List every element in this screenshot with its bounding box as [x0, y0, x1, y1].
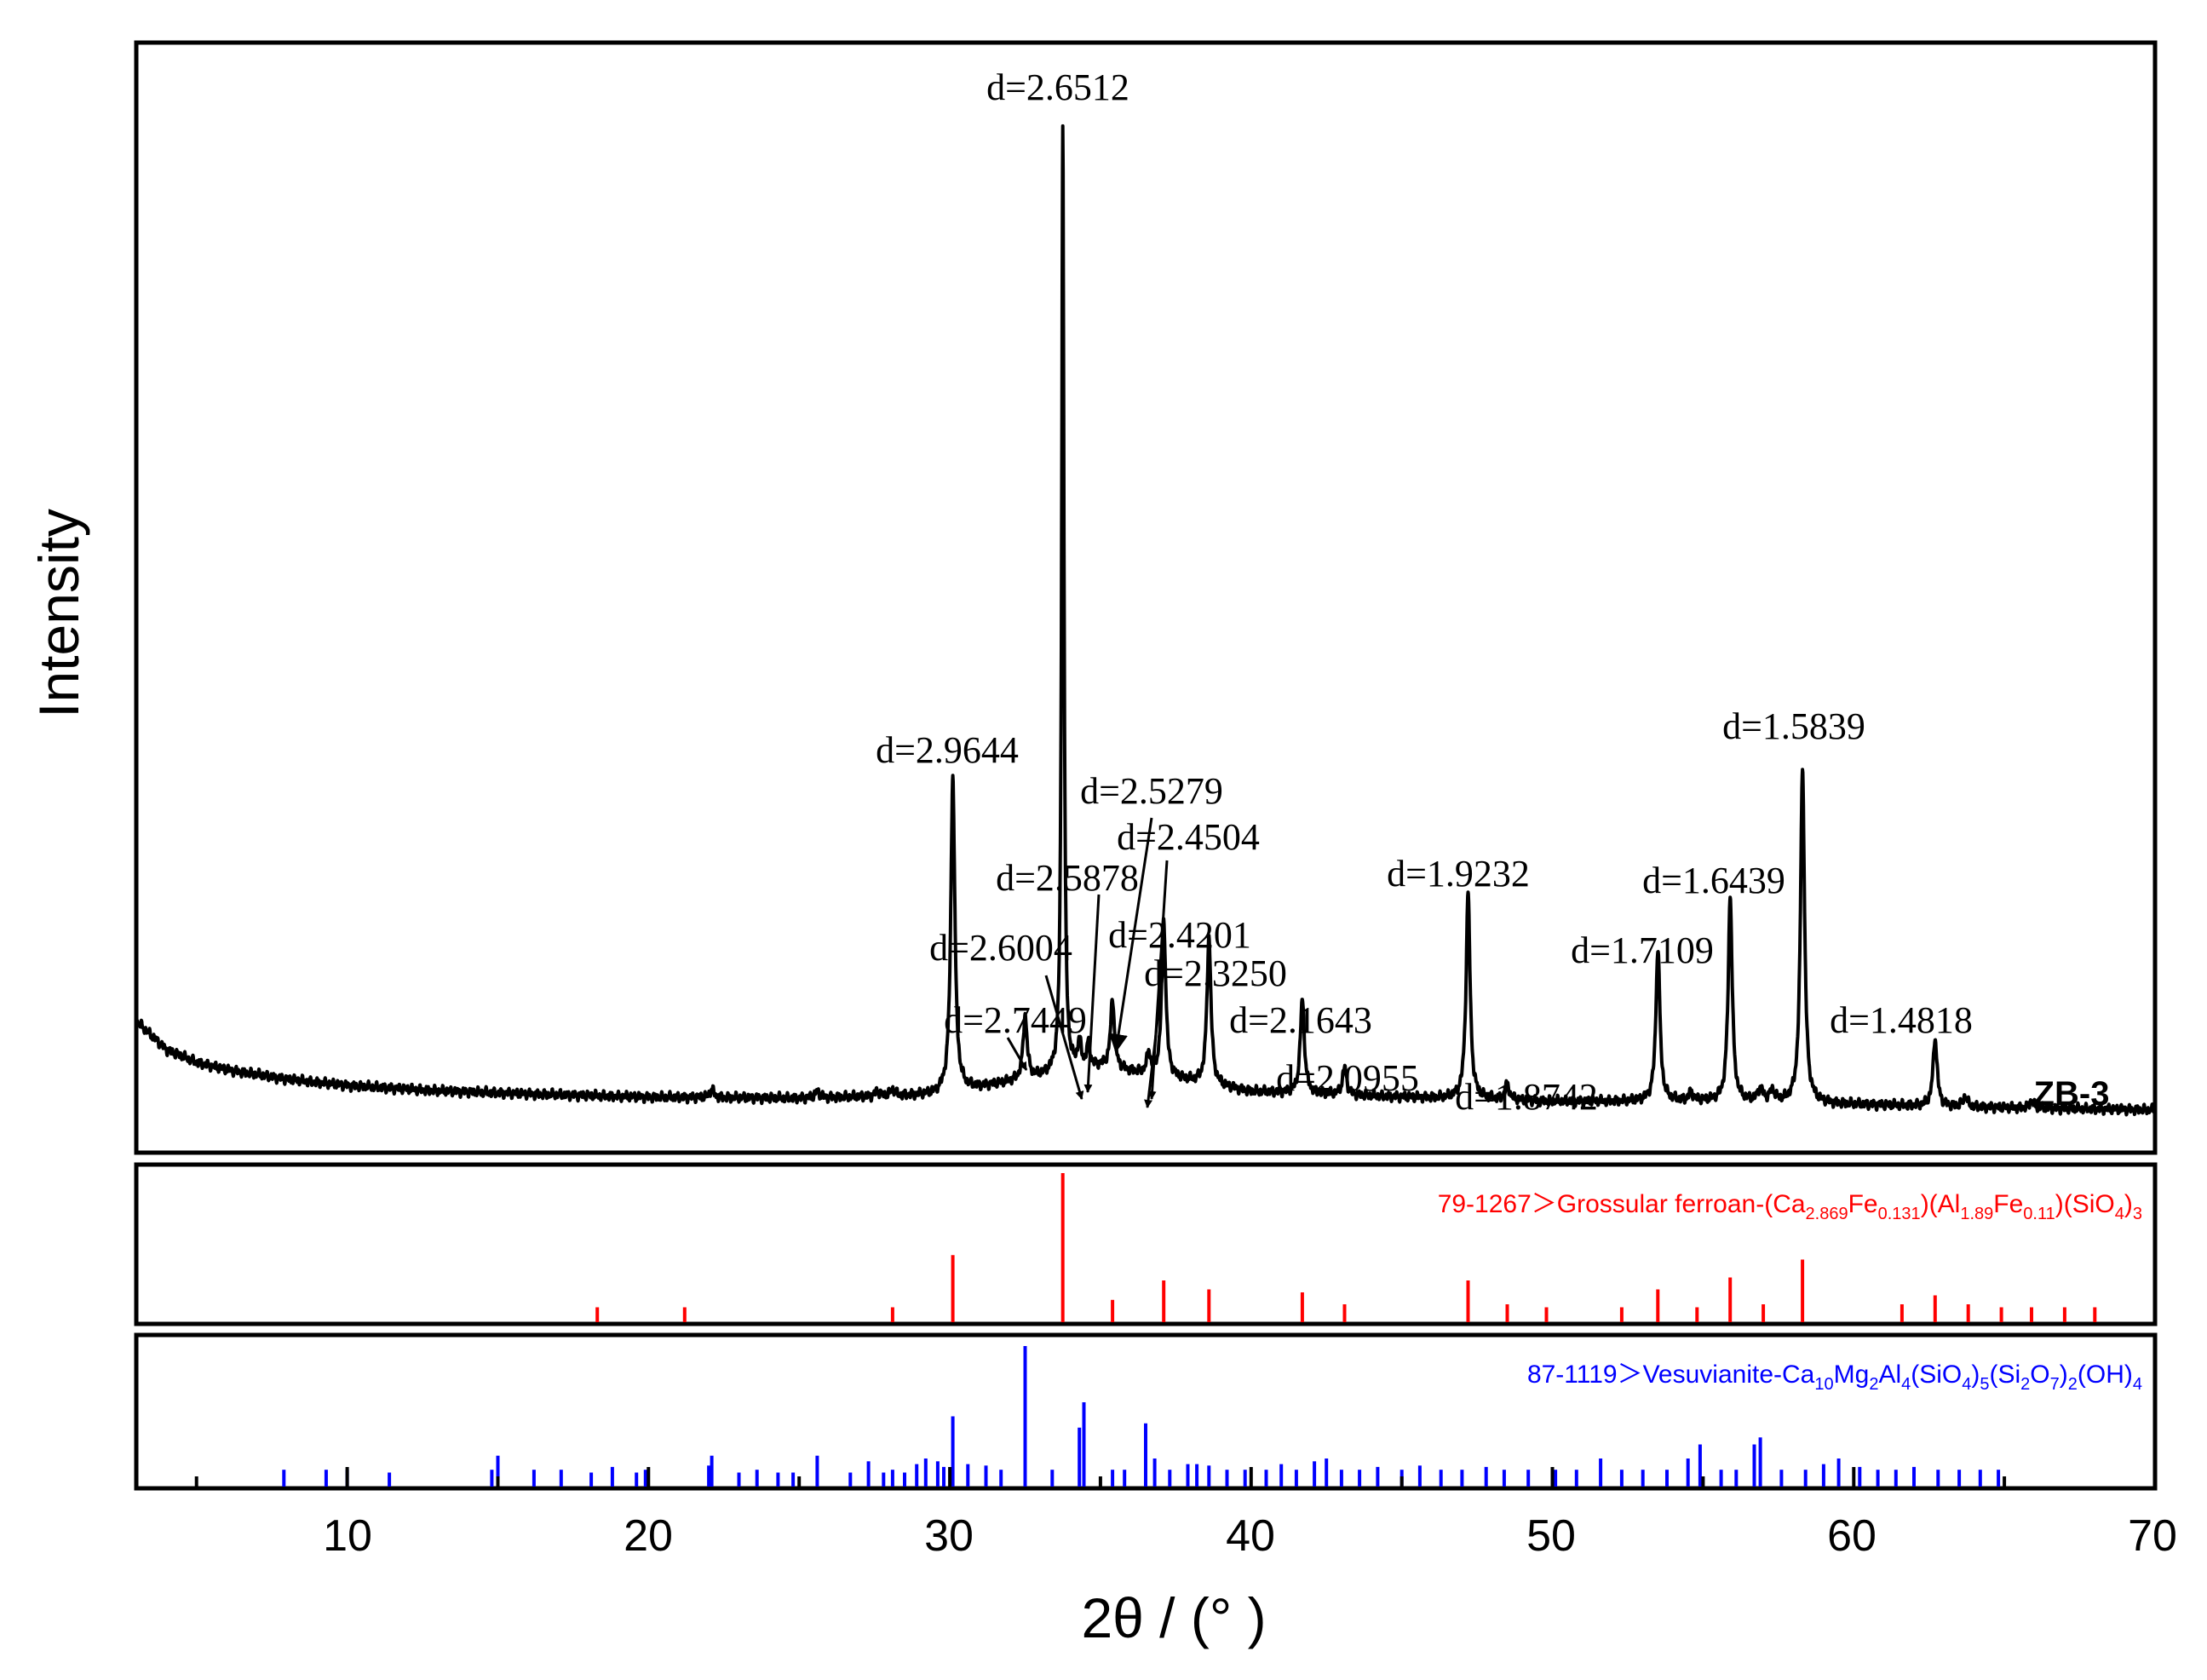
peak-label-1.6439: d=1.6439 [1642, 860, 1785, 901]
vesuvianite-reference-label: 87-1119＞Vesuvianite-Ca10Mg2Al4(SiO4)5(Si… [1527, 1361, 2142, 1394]
x-tick-label: 70 [2128, 1511, 2177, 1561]
peak-label-2.4201: d=2.4201 [1108, 914, 1251, 956]
peak-label-2.5279: d=2.5279 [1080, 770, 1223, 812]
peak-label-2.3250: d=2.3250 [1144, 952, 1287, 994]
x-axis-title: 2θ / (° ) [1081, 1586, 1266, 1649]
arrow-2.7449 [1006, 1037, 1028, 1071]
arrow-2.6004 [1044, 975, 1084, 1100]
peak-label-1.5839: d=1.5839 [1722, 705, 1865, 747]
peak-label-2.6004: d=2.6004 [929, 927, 1072, 969]
peak-label-2.6512: d=2.6512 [986, 66, 1129, 108]
peak-label-2.7449: d=2.7449 [944, 999, 1087, 1041]
peak-label-2.1643: d=2.1643 [1229, 999, 1372, 1041]
peak-label-2.5878: d=2.5878 [996, 857, 1139, 899]
arrow-2.5878 [1083, 894, 1101, 1093]
main-plot-frame [134, 40, 2158, 1155]
x-axis-ticks [194, 1467, 2157, 1487]
annotation-arrows [1006, 817, 1169, 1108]
peak-label-1.7109: d=1.7109 [1571, 929, 1714, 971]
x-tick-label: 30 [924, 1511, 974, 1561]
peak-label-2.0955: d=2.0955 [1276, 1057, 1419, 1099]
y-axis-title: Intensity [27, 509, 90, 718]
reference-frame-grossular [134, 1162, 2158, 1326]
peak-label-1.9232: d=1.9232 [1387, 853, 1530, 895]
arrow-2.4504 [1147, 860, 1169, 1100]
peak-label-2.4504: d=2.4504 [1117, 816, 1260, 858]
reference-frame-vesuvianite [134, 1332, 2158, 1491]
x-tick-label: 20 [624, 1511, 673, 1561]
grossular-reference-label: 79-1267＞Grossular ferroan-(Ca2.869Fe0.13… [1438, 1190, 2142, 1223]
x-tick-label: 50 [1526, 1511, 1576, 1561]
peak-label-1.8742: d=1.8742 [1455, 1076, 1598, 1118]
x-tick-label: 10 [323, 1511, 372, 1561]
arrow-2.5279 [1109, 817, 1153, 1053]
vesuvianite-reference-sticks [282, 1346, 2001, 1487]
x-tick-label: 40 [1226, 1511, 1275, 1561]
sample-label: ZB-3 [2034, 1075, 2110, 1113]
grossular-reference-sticks [595, 1173, 2097, 1322]
x-axis-tick-labels: 10 20 30 40 50 60 70 [323, 1511, 2177, 1561]
peak-annotations: d=2.6512 d=2.9644 d=2.5279 d=2.4504 d=2.… [876, 66, 1973, 1118]
peak-label-2.9644: d=2.9644 [876, 729, 1019, 771]
x-tick-label: 60 [1827, 1511, 1877, 1561]
peak-label-1.4818: d=1.4818 [1830, 999, 1973, 1041]
xrd-pattern-line [135, 124, 2157, 1117]
